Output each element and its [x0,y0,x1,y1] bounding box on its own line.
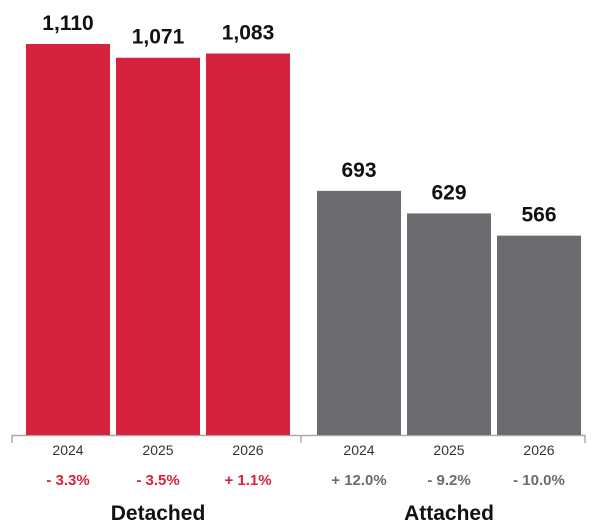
change-label-detached-2025: - 3.5% [136,472,179,489]
bar-detached-2024 [26,44,110,435]
change-label-attached-2026: - 10.0% [513,472,565,489]
value-label-attached-2024: 693 [341,159,376,182]
change-label-attached-2025: - 9.2% [427,472,470,489]
change-label-detached-2024: - 3.3% [46,472,89,489]
bar-detached-2025 [116,57,200,435]
group-label-attached: Attached [404,502,494,525]
year-label-attached-2026: 2026 [523,442,554,458]
year-label-attached-2025: 2025 [433,442,464,458]
change-label-detached-2026: + 1.1% [224,472,271,489]
year-label-attached-2024: 2024 [343,442,374,458]
bar-detached-2026 [206,53,290,436]
value-label-detached-2025: 1,071 [132,26,185,49]
bar-attached-2024 [317,190,401,435]
value-label-attached-2025: 629 [431,181,466,204]
bar-attached-2026 [497,235,581,435]
year-label-detached-2025: 2025 [142,442,173,458]
bar-attached-2025 [407,213,491,435]
value-label-detached-2026: 1,083 [222,22,275,45]
value-label-attached-2026: 566 [521,204,556,227]
group-label-detached: Detached [111,502,206,525]
year-label-detached-2024: 2024 [52,442,83,458]
year-label-detached-2026: 2026 [232,442,263,458]
change-label-attached-2024: + 12.0% [331,472,386,489]
value-label-detached-2024: 1,110 [42,12,93,35]
